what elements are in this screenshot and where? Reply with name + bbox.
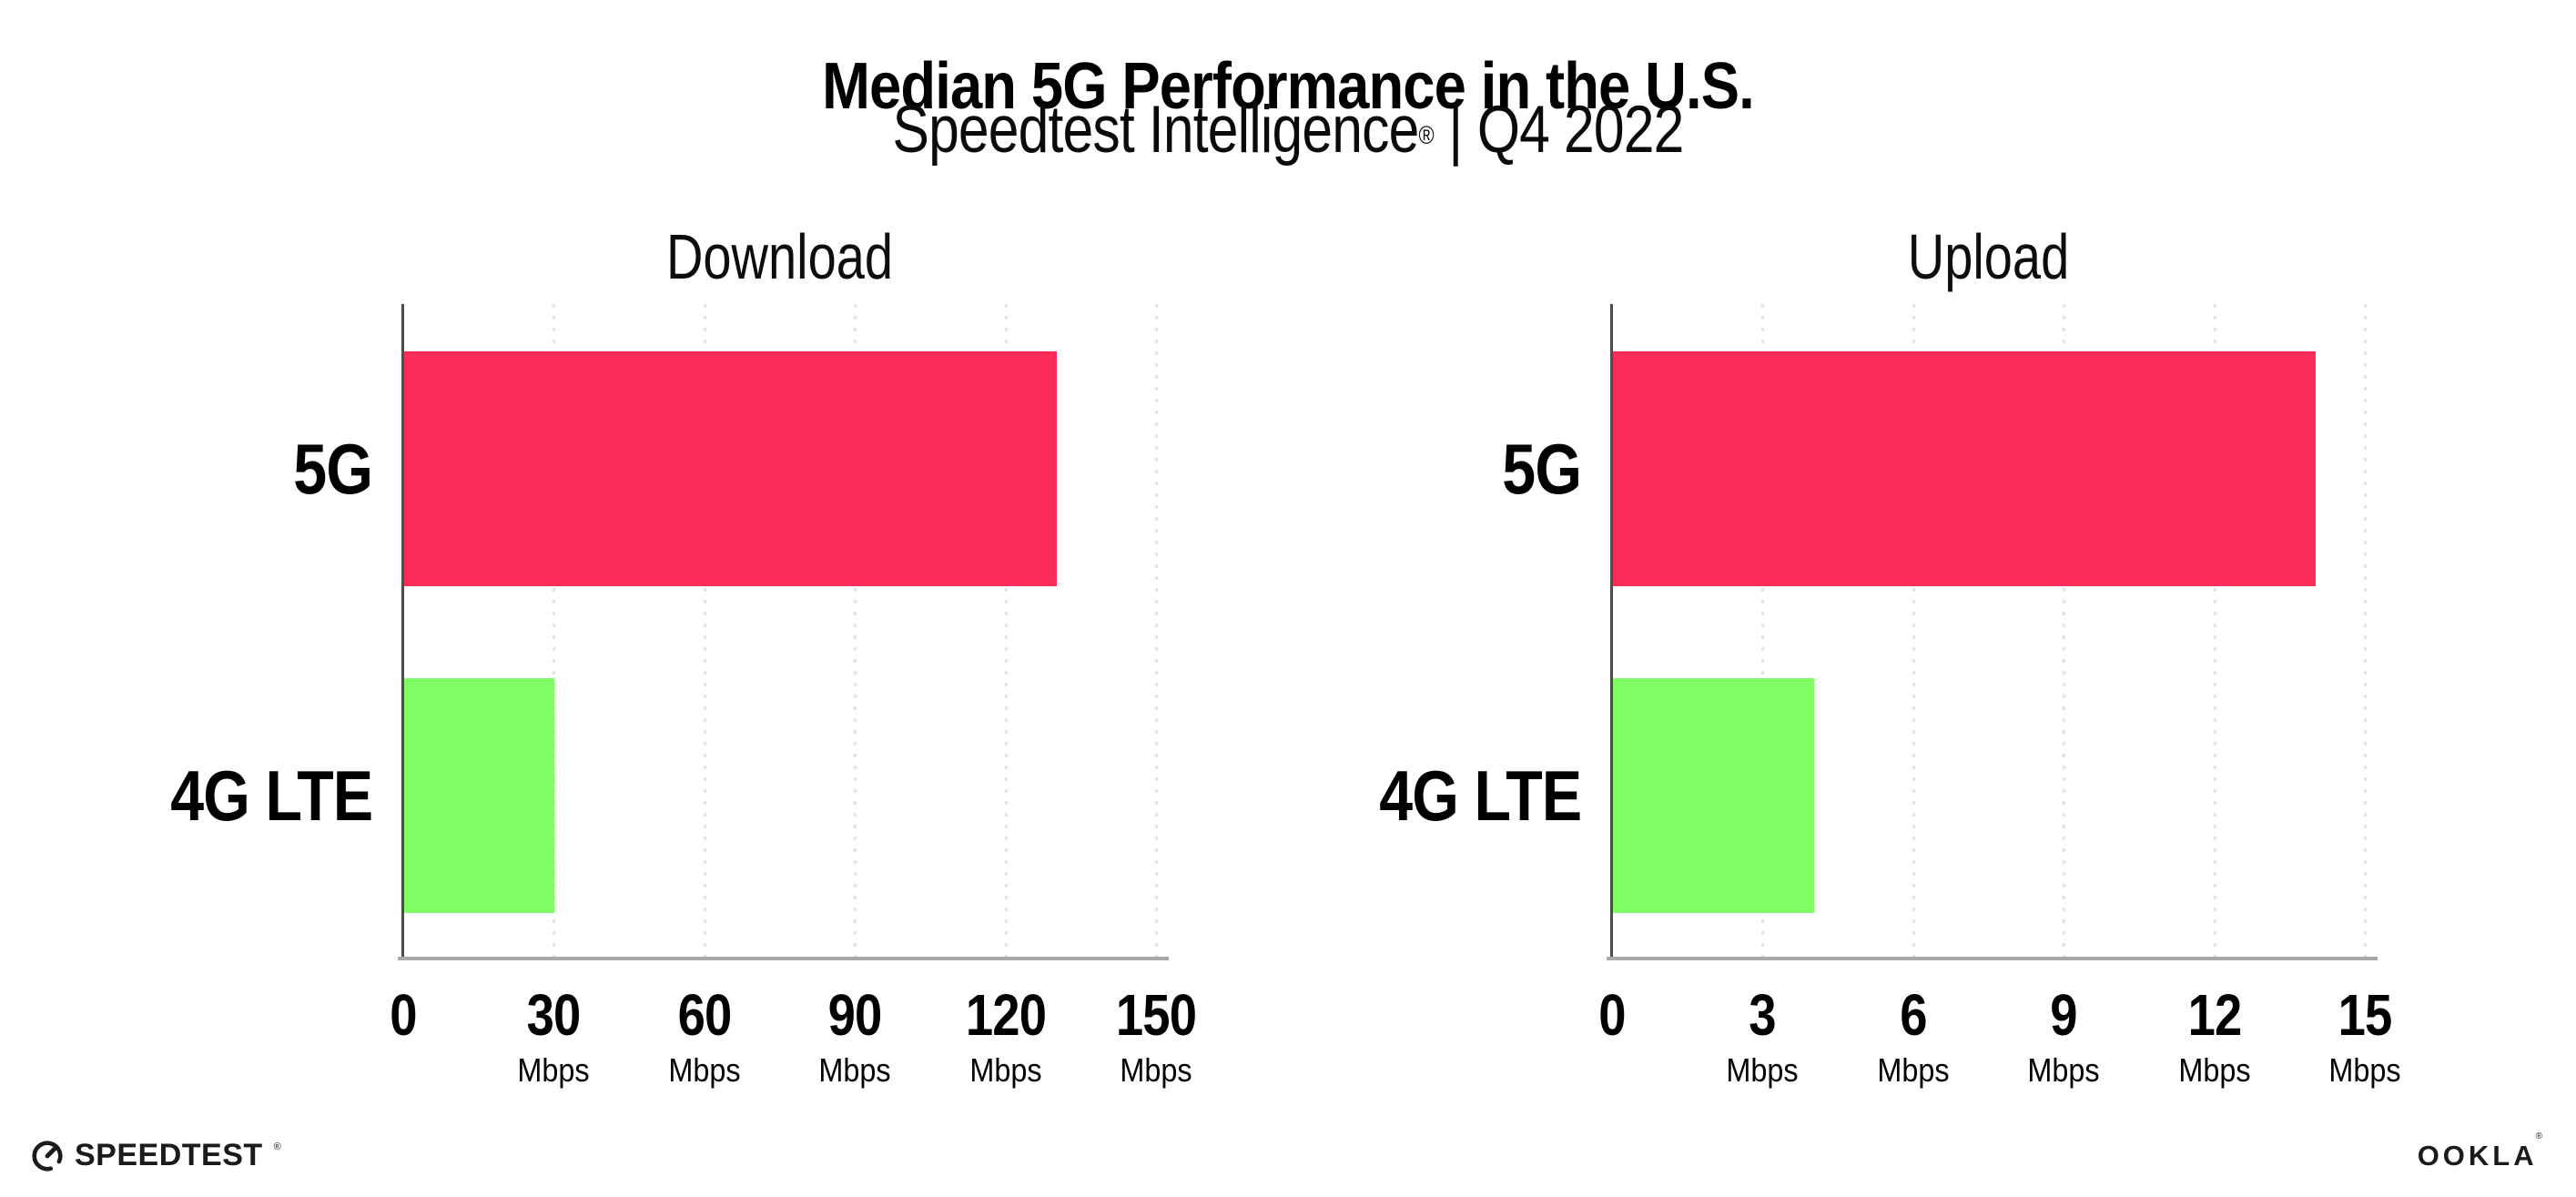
x-tick-unit: Mbps	[1120, 1051, 1192, 1089]
ookla-logo: OOKLA®	[2417, 1131, 2544, 1172]
y-axis	[1610, 304, 1613, 959]
x-tick-value: 90	[827, 982, 883, 1048]
x-tick-unit: Mbps	[1877, 1051, 1950, 1089]
gridline	[2213, 304, 2216, 959]
x-tick-label: 12 Mbps	[2175, 982, 2255, 1089]
chart-title-upload: Upload	[1907, 221, 2070, 292]
gridline	[1912, 304, 1915, 959]
bar-4g-lte-upload	[1613, 678, 1814, 913]
x-axis	[398, 957, 1169, 960]
category-label-5g: 5G	[293, 428, 373, 509]
x-tick-unit: Mbps	[2328, 1051, 2401, 1089]
x-tick-label: 120 Mbps	[958, 982, 1053, 1089]
category-label-5g: 5G	[1502, 428, 1582, 509]
x-tick-value: 9	[2050, 982, 2077, 1048]
gridline	[1004, 304, 1008, 959]
bar-4g-lte-download	[404, 678, 555, 913]
category-label-4g-lte: 4G LTE	[1378, 755, 1582, 836]
gridline	[703, 304, 706, 959]
x-tick-value: 150	[1115, 982, 1197, 1048]
ookla-wordmark: OOKLA	[2417, 1140, 2538, 1172]
gridline	[854, 304, 857, 959]
x-tick-unit: Mbps	[1726, 1051, 1800, 1089]
x-tick-unit: Mbps	[2177, 1051, 2251, 1089]
speedtest-logo: SPEEDTEST ®	[30, 1138, 281, 1173]
bar-5g-download	[404, 351, 1057, 586]
category-label-4g-lte: 4G LTE	[169, 755, 373, 836]
x-tick-value: 30	[526, 982, 582, 1048]
gridline	[2364, 304, 2367, 959]
gridline	[1761, 304, 1765, 959]
x-tick-value: 12	[2187, 982, 2242, 1048]
gridline	[2063, 304, 2066, 959]
x-tick-label: 0	[1597, 982, 1628, 1048]
x-tick-label: 6 Mbps	[1873, 982, 1953, 1089]
x-tick-label: 30 Mbps	[513, 982, 593, 1089]
subtitle-separator: |	[1448, 93, 1463, 167]
gridline	[1155, 304, 1158, 959]
x-tick-value: 60	[677, 982, 732, 1048]
x-tick-unit: Mbps	[668, 1051, 741, 1089]
x-tick-value: 15	[2338, 982, 2393, 1048]
x-tick-label: 9 Mbps	[2023, 982, 2104, 1089]
chart-title-download: Download	[665, 221, 894, 292]
x-tick-unit: Mbps	[818, 1051, 891, 1089]
y-axis	[401, 304, 404, 959]
x-tick-unit: Mbps	[2027, 1051, 2100, 1089]
speedtest-gauge-icon	[32, 1140, 63, 1172]
x-tick-value: 0	[390, 982, 417, 1048]
ookla-registered-mark: ®	[2535, 1131, 2542, 1141]
x-tick-unit: Mbps	[969, 1051, 1042, 1089]
page-subtitle: Speedtest Intelligence® | Q4 2022	[219, 87, 2358, 173]
x-axis	[1607, 957, 2378, 960]
x-tick-unit: Mbps	[517, 1051, 591, 1089]
x-tick-value: 0	[1598, 982, 1626, 1048]
upload-chart: Upload 5G 4G LTE 0 3 Mbps 6 Mbps 9 Mbps 12 Mbps 15 Mb…	[1379, 221, 2401, 1088]
x-tick-label: 60 Mbps	[664, 982, 745, 1089]
speedtest-registered-mark: ®	[273, 1141, 281, 1152]
subtitle-brand: Speedtest Intelligence	[892, 93, 1419, 167]
x-tick-label: 15 Mbps	[2325, 982, 2405, 1089]
gridline	[553, 304, 556, 959]
x-tick-value: 3	[1749, 982, 1777, 1048]
x-tick-label: 0	[388, 982, 420, 1048]
x-tick-label: 90 Mbps	[815, 982, 895, 1089]
subtitle-period: Q4 2022	[1476, 93, 1684, 167]
x-tick-label: 3 Mbps	[1722, 982, 1802, 1089]
download-chart: Download 5G 4G LTE 0 30 Mbps 60 Mbps 90 Mbps 120 Mb…	[170, 221, 1197, 1088]
speedtest-wordmark: SPEEDTEST	[75, 1138, 263, 1172]
x-tick-value: 6	[1900, 982, 1927, 1048]
bar-5g-upload	[1613, 351, 2316, 586]
registered-mark: ®	[1418, 121, 1434, 149]
page-title: Median 5G Performance in the U.S.	[822, 50, 1755, 124]
x-tick-value: 120	[965, 982, 1046, 1048]
x-tick-label: 150 Mbps	[1109, 982, 1203, 1089]
